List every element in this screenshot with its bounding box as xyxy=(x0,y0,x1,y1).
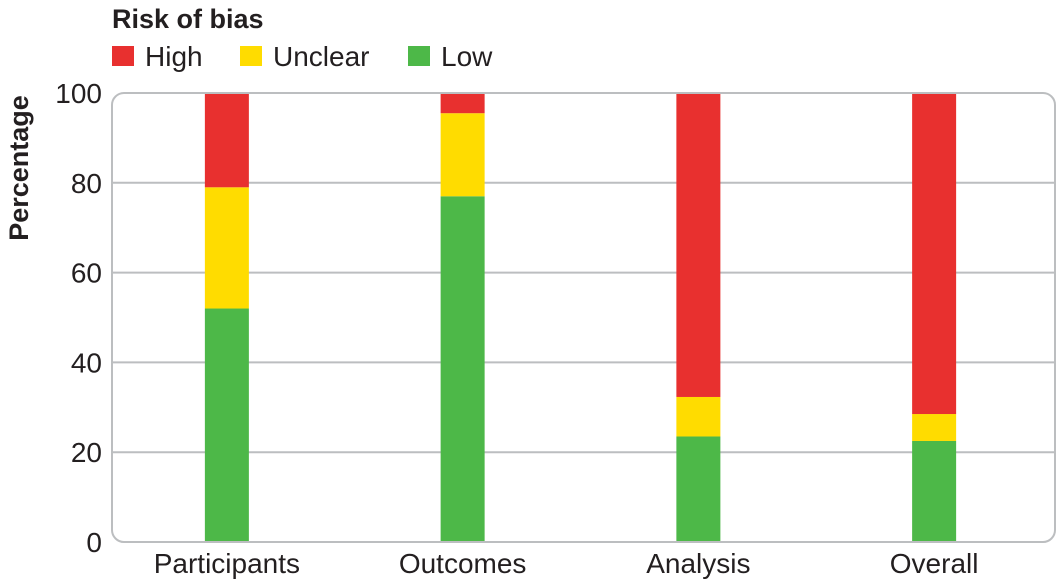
x-tick-label-overall: Overall xyxy=(890,548,979,579)
x-tick-label-outcomes: Outcomes xyxy=(399,548,527,579)
x-tick-label-analysis: Analysis xyxy=(646,548,750,579)
bar-outcomes-low xyxy=(440,196,485,542)
bar-analysis-high xyxy=(676,93,721,397)
legend-title: Risk of bias xyxy=(112,4,264,34)
bar-participants-unclear xyxy=(204,187,249,309)
legend-label-high: High xyxy=(145,41,203,72)
gridlines xyxy=(112,181,1055,454)
legend-label-low: Low xyxy=(441,41,493,72)
bar-outcomes-unclear xyxy=(440,113,485,197)
bar-overall-unclear xyxy=(912,414,957,441)
legend: Risk of bias High Unclear Low xyxy=(112,4,493,72)
x-axis-labels: Participants Outcomes Analysis Overall xyxy=(154,548,979,579)
legend-swatch-low xyxy=(408,46,430,66)
plot-area xyxy=(111,92,1056,543)
bar-overall-high xyxy=(912,93,957,415)
y-tick-label-60: 60 xyxy=(71,258,102,289)
legend-items: High Unclear Low xyxy=(112,41,493,72)
bar-participants-high xyxy=(204,93,249,188)
y-tick-label-20: 20 xyxy=(71,437,102,468)
legend-swatch-unclear xyxy=(240,46,262,66)
x-tick-label-participants: Participants xyxy=(154,548,300,579)
y-tick-label-40: 40 xyxy=(71,347,102,378)
y-tick-label-80: 80 xyxy=(71,168,102,199)
y-tick-label-100: 100 xyxy=(55,78,102,109)
y-axis-title: Percentage xyxy=(4,95,34,241)
bars xyxy=(204,93,957,542)
bar-overall-low xyxy=(912,440,957,542)
legend-swatch-high xyxy=(112,46,134,66)
bar-outcomes-high xyxy=(440,93,485,114)
legend-label-unclear: Unclear xyxy=(273,41,369,72)
bar-analysis-low xyxy=(676,436,721,542)
y-tick-label-0: 0 xyxy=(86,527,102,558)
plot-frame xyxy=(111,92,1056,543)
y-axis-ticks: 0 20 40 60 80 100 xyxy=(55,78,102,558)
bar-analysis-unclear xyxy=(676,396,721,437)
bar-participants-low xyxy=(204,308,249,542)
